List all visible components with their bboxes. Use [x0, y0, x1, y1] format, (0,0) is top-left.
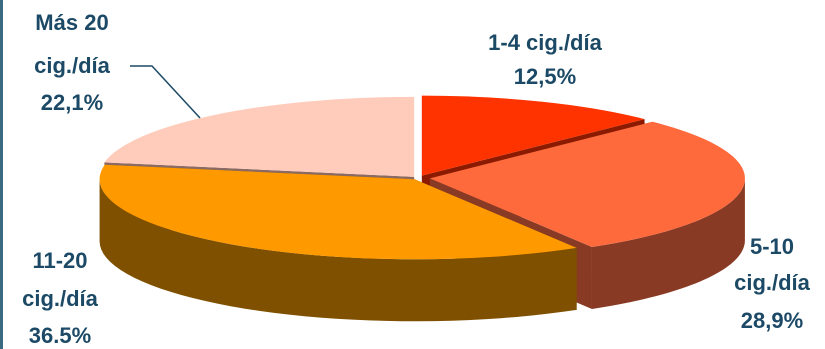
label-1-4: 1-4 cig./día 12,5%: [488, 30, 602, 89]
slice-11-20-top: [99, 164, 577, 260]
pie-tops: [99, 95, 745, 260]
slice-name-11-20-line2: cig./día: [22, 286, 99, 311]
label-11-20: 11-20 cig./día 36.5%: [22, 248, 99, 348]
slice-value-mas20: 22,1%: [41, 90, 103, 115]
slice-11-20-rim: [99, 179, 577, 322]
slice-name-5-10-line1: 5-10: [750, 234, 794, 259]
slice-name-mas20-line1: Más 20: [35, 10, 108, 35]
label-mas-20: Más 20 cig./día 22,1%: [34, 10, 111, 115]
slice-mas-20-top: [104, 96, 415, 177]
slice-1-4-top: [421, 95, 645, 176]
leader-line-mas20: [130, 65, 201, 119]
slice-name-1-4: 1-4 cig./día: [488, 30, 602, 55]
slice-name-mas20-line2: cig./día: [34, 53, 111, 78]
label-5-10: 5-10 cig./día 28,9%: [734, 234, 811, 333]
slice-5-10-top: [429, 121, 745, 247]
slice-value-1-4: 12,5%: [514, 64, 576, 89]
slice-name-5-10-line2: cig./día: [734, 270, 811, 295]
slice-value-11-20: 36.5%: [29, 323, 91, 348]
slice-5-10-rim: [591, 178, 745, 309]
slice-name-11-20-line1: 11-20: [32, 248, 87, 273]
slice-value-5-10: 28,9%: [741, 308, 803, 333]
